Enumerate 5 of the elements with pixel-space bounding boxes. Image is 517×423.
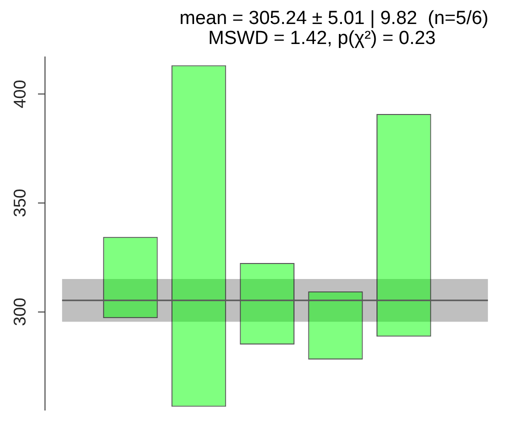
y-tick-label: 400	[10, 80, 30, 108]
y-tick-label: 350	[10, 188, 30, 218]
chart-subtitle: MSWD = 1.42, p(χ²) = 0.23	[208, 28, 436, 50]
chart-title: mean = 305.24 ± 5.01 | 9.82 (n=5/6)	[179, 8, 489, 30]
y-tick-label: 300	[10, 298, 30, 326]
